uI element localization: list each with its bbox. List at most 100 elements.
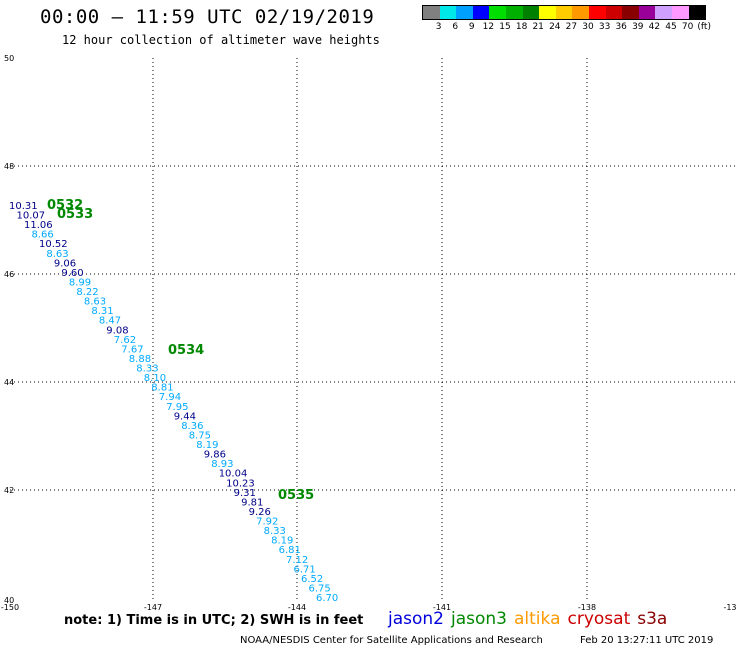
wave-height-label: 8.63 (84, 297, 106, 308)
legend-label: 21 (532, 22, 544, 32)
longitude-tick-label: -13 (723, 603, 736, 612)
legend-swatch (522, 6, 540, 19)
legend-swatch (472, 6, 490, 19)
wave-height-label: 10.04 (219, 469, 248, 480)
wave-height-label: 6.81 (279, 545, 301, 556)
wave-height-label: 10.07 (17, 211, 46, 222)
wave-height-label: 8.33 (264, 526, 286, 537)
wave-height-label: 8.75 (189, 431, 211, 442)
pass-time-label: 0532 (47, 198, 83, 213)
wave-height-label: 8.47 (99, 316, 121, 327)
wave-height-label: 8.31 (91, 306, 113, 317)
wave-height-label: 8.88 (129, 354, 151, 365)
wave-height-label: 6.75 (309, 583, 331, 594)
wave-height-label: 10.31 (9, 201, 38, 212)
latitude-tick-label: 46 (4, 270, 14, 279)
legend-swatch (671, 6, 689, 19)
legend-label: 70 (681, 22, 694, 32)
pass-time-label: 0534 (168, 343, 204, 358)
legend-label: 42 (648, 22, 661, 32)
legend-label: 3 (435, 22, 442, 32)
legend-label: 33 (598, 22, 611, 32)
legend-swatch (688, 6, 706, 19)
pass-time-label: 0535 (278, 488, 314, 503)
wave-height-label: 9.81 (241, 497, 263, 508)
legend-swatch (572, 6, 589, 19)
wave-height-label: 9.08 (106, 325, 128, 336)
wave-height-label: 8.93 (211, 459, 233, 470)
legend-label: (ft) (697, 22, 711, 32)
longitude-tick-label: -147 (144, 603, 162, 612)
wave-height-label: 8.36 (181, 421, 203, 432)
legend-swatch (622, 6, 639, 19)
pass-time-label: 0533 (57, 207, 93, 222)
generated-timestamp: Feb 20 13:27:11 UTC 2019 (580, 635, 714, 646)
legend-swatch (456, 6, 473, 19)
axis-ticks: -150 -147 -144 -141 -138 -13 50 48 46 44 42 40 (1, 54, 737, 612)
wave-height-label: 9.44 (174, 411, 196, 422)
satellite-name: jason3 (451, 609, 507, 629)
wave-height-measurements: 10.3110.0711.068.6610.528.639.069.608.99… (9, 201, 338, 604)
wave-height-label: 8.66 (32, 230, 54, 241)
wave-height-label: 10.52 (39, 239, 68, 250)
wave-height-label: 8.10 (144, 373, 166, 384)
map-title: 00:00 – 11:59 UTC 02/19/2019 (40, 6, 375, 28)
legend-label: 39 (632, 22, 644, 32)
legend-swatch (423, 6, 440, 19)
wave-height-label: 6.71 (294, 564, 316, 575)
legend-swatches (422, 5, 707, 20)
legend-label: 24 (549, 22, 561, 32)
wave-height-label: 7.95 (166, 402, 188, 413)
wave-height-label: 6.52 (301, 574, 323, 585)
wave-height-label: 7.12 (286, 555, 308, 566)
wave-height-label: 8.63 (46, 249, 68, 260)
legend-label: 30 (582, 22, 594, 32)
legend-swatch (489, 6, 506, 19)
wave-height-label: 8.19 (196, 440, 218, 451)
latitude-tick-label: 44 (4, 378, 14, 387)
legend-swatch (505, 6, 523, 19)
satellite-legend: jason2 jason3 altika cryosat s3a (388, 609, 674, 629)
color-legend: 3 6 9 12 15 18 21 24 27 30 33 36 39 42 45 70 (ft) (422, 5, 711, 32)
legend-swatch (439, 6, 457, 19)
legend-label: 12 (482, 22, 495, 32)
credit-text: NOAA/NESDIS Center for Satellite Applica… (240, 635, 543, 646)
latitude-tick-label: 48 (4, 162, 14, 171)
legend-swatch (605, 6, 623, 19)
satellite-name: cryosat (567, 609, 631, 629)
wave-height-label: 7.67 (121, 344, 143, 355)
wave-height-label: 8.22 (76, 287, 98, 298)
wave-height-label: 9.60 (61, 268, 83, 279)
wave-height-label: 9.86 (204, 450, 226, 461)
wave-height-label: 7.94 (159, 392, 181, 403)
wave-height-label: 7.92 (256, 517, 278, 528)
units-note: note: 1) Time is in UTC; 2) SWH is in fe… (64, 613, 364, 628)
legend-swatch (655, 6, 672, 19)
wave-height-label: 8.81 (151, 383, 173, 394)
legend-label: 6 (452, 22, 459, 32)
legend-swatch (638, 6, 656, 19)
legend-label: 15 (499, 22, 511, 32)
latitude-tick-label: 40 (4, 596, 14, 605)
wave-height-label: 8.99 (69, 278, 91, 289)
legend-label: 36 (615, 22, 627, 32)
wave-height-label: 9.26 (249, 507, 271, 518)
wave-height-label: 9.31 (234, 488, 256, 499)
legend-label: 9 (468, 22, 475, 32)
longitude-tick-label: -141 (433, 603, 451, 612)
longitude-tick-label: -144 (288, 603, 306, 612)
legend-labels: 3 6 9 12 15 18 21 24 27 30 33 36 39 42 45 70 (ft) (422, 20, 711, 32)
wave-height-label: 9.06 (54, 258, 76, 269)
satellite-name: altika (514, 609, 561, 629)
latitude-tick-label: 50 (4, 54, 14, 63)
legend-swatch (588, 6, 606, 19)
legend-swatch (539, 6, 556, 19)
wave-height-label: 7.62 (114, 335, 136, 346)
map-grid (9, 57, 738, 601)
wave-height-label: 8.33 (136, 364, 158, 375)
legend-label: 27 (565, 22, 578, 32)
legend-swatch (555, 6, 573, 19)
wave-height-label: 6.70 (316, 593, 338, 604)
